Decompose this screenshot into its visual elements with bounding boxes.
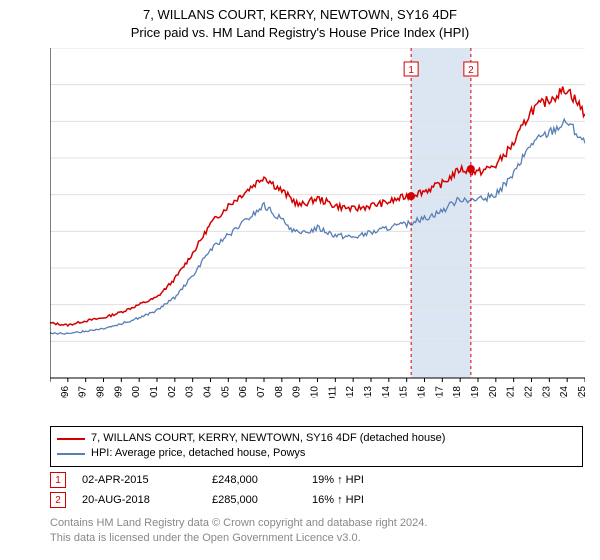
svg-text:2014: 2014 — [381, 386, 392, 398]
svg-text:2011: 2011 — [327, 386, 338, 398]
svg-text:2015: 2015 — [399, 386, 410, 398]
legend-row-property: 7, WILLANS COURT, KERRY, NEWTOWN, SY16 4… — [57, 431, 576, 446]
legend-swatch-property — [57, 438, 85, 440]
footnote-line1: Contains HM Land Registry data © Crown c… — [50, 516, 427, 531]
legend-swatch-hpi — [57, 453, 85, 455]
svg-text:2003: 2003 — [185, 386, 196, 398]
svg-text:2010: 2010 — [310, 386, 321, 398]
svg-text:1999: 1999 — [113, 386, 124, 398]
svg-text:2022: 2022 — [524, 386, 535, 398]
svg-text:2005: 2005 — [220, 386, 231, 398]
svg-text:2009: 2009 — [292, 386, 303, 398]
svg-text:2006: 2006 — [238, 386, 249, 398]
legend-label-property: 7, WILLANS COURT, KERRY, NEWTOWN, SY16 4… — [91, 431, 445, 446]
sale-date-1: 02-APR-2015 — [82, 474, 212, 486]
sale-price-1: £248,000 — [212, 474, 312, 486]
svg-text:2004: 2004 — [203, 386, 214, 398]
legend-row-hpi: HPI: Average price, detached house, Powy… — [57, 446, 576, 461]
svg-text:1995: 1995 — [50, 386, 53, 398]
svg-text:2017: 2017 — [434, 386, 445, 398]
svg-text:2: 2 — [468, 65, 474, 76]
title-block: 7, WILLANS COURT, KERRY, NEWTOWN, SY16 4… — [0, 0, 600, 41]
svg-text:2019: 2019 — [470, 386, 481, 398]
sale-pct-2: 16% ↑ HPI — [312, 494, 432, 506]
svg-text:2024: 2024 — [559, 386, 570, 398]
sale-row-1: 1 02-APR-2015 £248,000 19% ↑ HPI — [50, 470, 432, 490]
title-subtitle: Price paid vs. HM Land Registry's House … — [0, 24, 600, 42]
svg-text:2023: 2023 — [541, 386, 552, 398]
sale-pct-1: 19% ↑ HPI — [312, 474, 432, 486]
chart-container: 7, WILLANS COURT, KERRY, NEWTOWN, SY16 4… — [0, 0, 600, 560]
chart-area: £0£50K£100K£150K£200K£250K£300K£350K£400… — [50, 48, 585, 398]
svg-text:1998: 1998 — [96, 386, 107, 398]
legend-box: 7, WILLANS COURT, KERRY, NEWTOWN, SY16 4… — [50, 426, 583, 467]
svg-text:2008: 2008 — [274, 386, 285, 398]
svg-text:2016: 2016 — [417, 386, 428, 398]
sale-date-2: 20-AUG-2018 — [82, 494, 212, 506]
chart-svg: £0£50K£100K£150K£200K£250K£300K£350K£400… — [50, 48, 585, 398]
sales-table: 1 02-APR-2015 £248,000 19% ↑ HPI 2 20-AU… — [50, 470, 432, 510]
svg-text:1996: 1996 — [60, 386, 71, 398]
title-address: 7, WILLANS COURT, KERRY, NEWTOWN, SY16 4… — [0, 6, 600, 24]
svg-text:2012: 2012 — [345, 386, 356, 398]
svg-text:1: 1 — [408, 65, 414, 76]
sale-price-2: £285,000 — [212, 494, 312, 506]
sale-marker-1: 1 — [50, 472, 66, 488]
svg-text:2001: 2001 — [149, 386, 160, 398]
svg-text:2000: 2000 — [131, 386, 142, 398]
svg-text:2013: 2013 — [363, 386, 374, 398]
svg-text:2020: 2020 — [488, 386, 499, 398]
svg-text:2002: 2002 — [167, 386, 178, 398]
svg-text:2007: 2007 — [256, 386, 267, 398]
footnote-line2: This data is licensed under the Open Gov… — [50, 531, 427, 546]
sale-row-2: 2 20-AUG-2018 £285,000 16% ↑ HPI — [50, 490, 432, 510]
sale-marker-2: 2 — [50, 492, 66, 508]
svg-text:2025: 2025 — [577, 386, 585, 398]
footnote: Contains HM Land Registry data © Crown c… — [50, 516, 427, 546]
svg-text:1997: 1997 — [78, 386, 89, 398]
svg-text:2018: 2018 — [452, 386, 463, 398]
svg-text:2021: 2021 — [506, 386, 517, 398]
legend-label-hpi: HPI: Average price, detached house, Powy… — [91, 446, 305, 461]
